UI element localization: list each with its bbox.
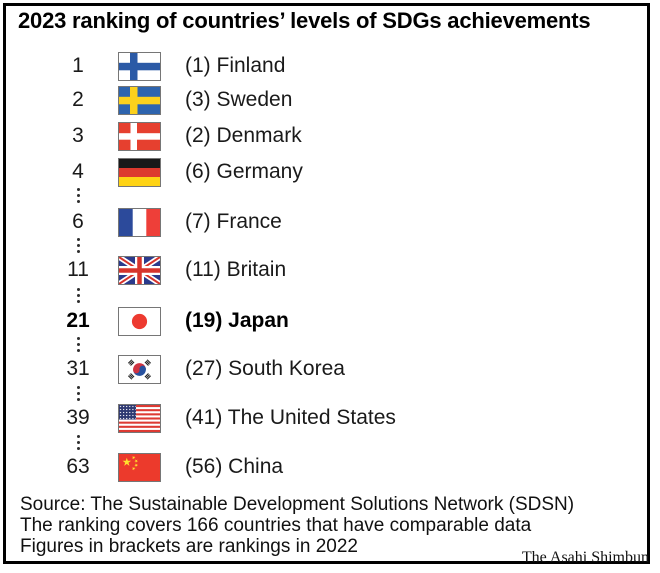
page-title: 2023 ranking of countries’ levels of SDG… [18,8,591,33]
rank-2023: 63 [66,455,90,478]
ranking-row-finland: 1 (1) Finland [0,52,660,81]
ranking-row-sweden: 2 (3) Sweden [0,86,660,115]
country-label: (11) Britain [185,258,287,281]
source-line-2: The ranking covers 166 countries that ha… [20,515,532,536]
ellipsis [74,337,82,352]
ranking-row-france: 6 (7) France [0,208,660,237]
united-states-flag-icon [118,404,161,433]
ranking-row-britain: 11 (11) Britain [0,256,660,285]
ellipsis [74,386,82,401]
ellipsis [74,288,82,303]
ranking-row-united-states: 39 (41) The United States [0,404,660,433]
ellipsis [74,238,82,253]
rank-2023: 11 [67,258,89,281]
source-notes: Source: The Sustainable Development Solu… [20,494,574,557]
sweden-flag-icon [118,86,161,115]
ellipsis [74,188,82,203]
britain-flag-icon [118,256,161,285]
rank-2023: 6 [72,210,84,233]
country-label: (27) South Korea [185,357,345,380]
denmark-flag-icon [118,122,161,151]
rank-2023: 3 [72,124,84,147]
rank-2023: 2 [72,88,84,111]
rank-2023: 1 [72,54,84,77]
germany-flag-icon [118,158,161,187]
south-korea-flag-icon [118,355,161,384]
country-label: (3) Sweden [185,88,293,111]
ellipsis [74,435,82,450]
country-label: (1) Finland [185,54,286,77]
ranking-row-japan: 21 (19) Japan [0,307,660,336]
country-label: (56) China [185,455,284,478]
source-line-3: Figures in brackets are rankings in 2022 [20,536,358,557]
rank-2023: 31 [66,357,90,380]
ranking-row-south-korea: 31 (27) South Korea [0,355,660,384]
rank-2023: 21 [66,309,90,332]
france-flag-icon [118,208,161,237]
finland-flag-icon [118,52,161,81]
rank-2023: 4 [72,160,84,183]
ranking-row-germany: 4 (6) Germany [0,158,660,187]
country-label: (7) France [185,210,282,233]
country-label: (6) Germany [185,160,303,183]
source-line-1: Source: The Sustainable Development Solu… [20,494,575,515]
publisher-credit: The Asahi Shimbun [521,549,649,566]
ranking-row-denmark: 3 (2) Denmark [0,122,660,151]
country-label: (19) Japan [185,309,289,332]
country-label: (41) The United States [185,406,396,429]
country-label: (2) Denmark [185,124,302,147]
japan-flag-icon [118,307,161,336]
china-flag-icon [118,453,161,482]
rank-2023: 39 [66,406,90,429]
ranking-row-china: 63 (56) China [0,453,660,482]
